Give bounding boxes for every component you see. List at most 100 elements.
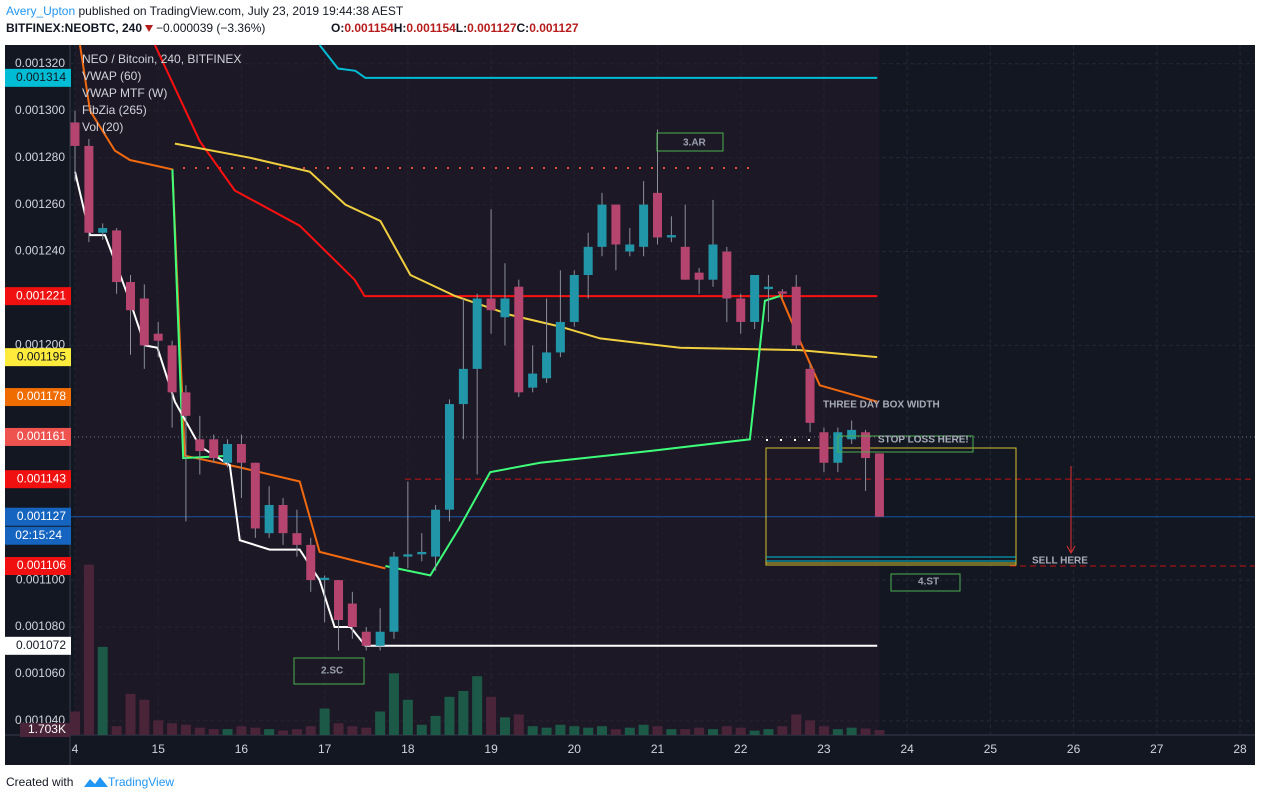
x-tick-label: 21 — [651, 742, 665, 756]
annotation-box — [890, 573, 961, 592]
volume-bar — [222, 729, 233, 735]
annotation: 3.AR — [683, 138, 707, 149]
volume-bar — [347, 726, 358, 735]
volume-bar — [735, 727, 746, 735]
volume-bar — [194, 727, 205, 735]
x-tick-label: 27 — [1150, 742, 1164, 756]
ohlc-label: C: — [517, 21, 530, 35]
price-label-bg — [5, 636, 71, 655]
volume-bar — [721, 726, 732, 735]
volume-bar — [250, 727, 261, 735]
x-tick-label: 22 — [734, 742, 748, 756]
x-tick-label: 20 — [568, 742, 582, 756]
y-tick-label: 0.001280 — [15, 150, 65, 164]
volume-label-bg — [20, 723, 70, 737]
indicator-name: VWAP MTF (W) — [82, 86, 167, 100]
volume-bar — [305, 726, 316, 735]
price-label: 0.001221 — [16, 288, 66, 302]
volume-bar — [818, 726, 829, 735]
candle-body — [680, 246, 690, 280]
volume-bar — [846, 727, 857, 735]
candle-body — [847, 429, 857, 440]
candle-body — [181, 392, 191, 416]
volume-bar — [139, 699, 150, 735]
plot: 4 15 16 17 18 19 20 21 22 23 24 25 26 27 280.0013200.0… — [5, 44, 1255, 765]
y-tick-label: 0.001060 — [15, 666, 65, 680]
candle-body — [708, 244, 718, 280]
volume-bar — [569, 726, 580, 735]
candle-body — [666, 235, 676, 238]
volume-bar — [333, 723, 344, 735]
volume-bar — [749, 730, 760, 735]
volume-bar — [69, 711, 80, 735]
candle-body — [195, 439, 205, 452]
annotation-box — [293, 657, 365, 685]
x-tick-label: 4 — [72, 742, 79, 756]
volume-bar — [777, 726, 788, 735]
candle-body — [486, 298, 496, 311]
candle-body — [167, 345, 177, 393]
annotation-box — [837, 435, 974, 453]
candle-body — [264, 505, 274, 534]
symbol: BITFINEX:NEOBTC, 240 — [6, 21, 142, 35]
price-label: 0.001178 — [17, 389, 66, 403]
box-width — [765, 447, 1017, 566]
volume-bar — [208, 729, 219, 735]
volume-bar — [694, 727, 705, 735]
volume-bar — [680, 729, 691, 735]
candle-body — [514, 286, 524, 393]
candle-body — [223, 443, 233, 463]
footer-brand[interactable]: TradingView — [108, 775, 174, 789]
candle-body — [722, 251, 732, 299]
annotation-box — [656, 132, 724, 152]
annotation: STOP LOSS HERE! — [878, 435, 969, 446]
header-line: Avery_Upton published on TradingView.com… — [6, 4, 404, 18]
annotation: 2.SC — [321, 666, 343, 677]
author[interactable]: Avery_Upton — [6, 4, 75, 18]
annotation: 4.ST — [918, 577, 939, 588]
candle-body — [320, 577, 330, 581]
volume-bar — [638, 724, 649, 735]
candle-body — [583, 246, 593, 275]
candle-body — [653, 192, 663, 238]
volume-bar — [416, 724, 427, 735]
countdown: 02:15:24 — [15, 528, 62, 542]
x-tick-label: 18 — [401, 742, 415, 756]
candle-body — [777, 291, 787, 294]
candle-body — [70, 122, 80, 146]
candle-body — [334, 580, 344, 620]
candle-body — [361, 631, 371, 646]
candle-body — [763, 286, 773, 290]
price-label-bg — [5, 388, 71, 407]
volume-bar — [402, 699, 413, 735]
volume-bar — [236, 726, 247, 735]
candle-body — [819, 432, 829, 463]
price-label: 0.001072 — [16, 638, 66, 652]
candle-body — [542, 352, 552, 379]
y-tick-label: 0.001320 — [15, 56, 65, 70]
volume-bar — [805, 720, 816, 735]
price-label: 0.001161 — [17, 429, 66, 443]
volume-bar — [597, 726, 608, 735]
x-tick-label: 19 — [484, 742, 498, 756]
candle-body — [250, 462, 260, 529]
candle-body — [389, 556, 399, 632]
x-tick-label: 17 — [318, 742, 332, 756]
annotation: SELL HERE — [1032, 556, 1088, 567]
change: −0.000039 (−3.36%) — [156, 21, 265, 35]
candle-body — [112, 230, 122, 283]
ohlc-value: 0.001154 — [406, 21, 456, 35]
candle-body — [431, 509, 441, 557]
x-tick-label: 26 — [1067, 742, 1081, 756]
y-tick-label: 0.001260 — [15, 197, 65, 211]
price-label-bg — [5, 68, 71, 87]
price-label-bg — [5, 348, 71, 367]
x-tick-label: 16 — [235, 742, 249, 756]
ohlc-label: O: — [331, 21, 344, 35]
volume-bar — [527, 726, 538, 735]
published: published on TradingView.com, July 23, 2… — [75, 4, 404, 18]
candle-body — [694, 272, 704, 280]
candle-body — [417, 551, 427, 555]
volume-bar — [610, 729, 621, 735]
